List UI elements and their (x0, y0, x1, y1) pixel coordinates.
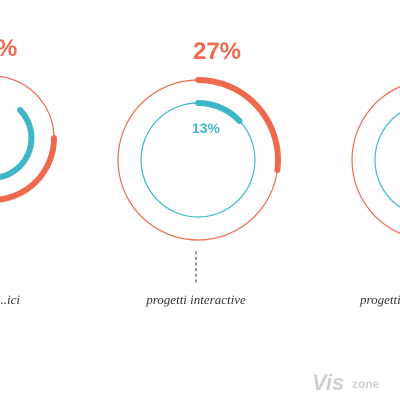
left-category-label: ...ici (0, 292, 20, 307)
group-left: % ...ici (0, 35, 57, 307)
group-right: progetti (351, 86, 400, 307)
right-category-label: progetti (359, 292, 400, 307)
center-inner-arc (195, 100, 243, 124)
left-outer-arc (0, 135, 57, 203)
left-outer-track (0, 75, 55, 201)
right-outer-track (351, 86, 400, 234)
right-inner-track (374, 112, 400, 208)
watermark-logo: Vis zone (312, 370, 380, 395)
left-outer-percent: % (0, 35, 17, 62)
watermark-suffix: zone (352, 377, 380, 391)
center-outer-arc (195, 77, 281, 174)
center-outer-percent: 27% (193, 38, 241, 65)
center-inner-percent: 13% (192, 120, 221, 136)
group-center: 27% 13% progetti interactive (117, 38, 281, 307)
left-inner-arc (0, 107, 35, 181)
center-category-label: progetti interactive (145, 292, 246, 307)
watermark-brand: Vis (312, 370, 344, 395)
